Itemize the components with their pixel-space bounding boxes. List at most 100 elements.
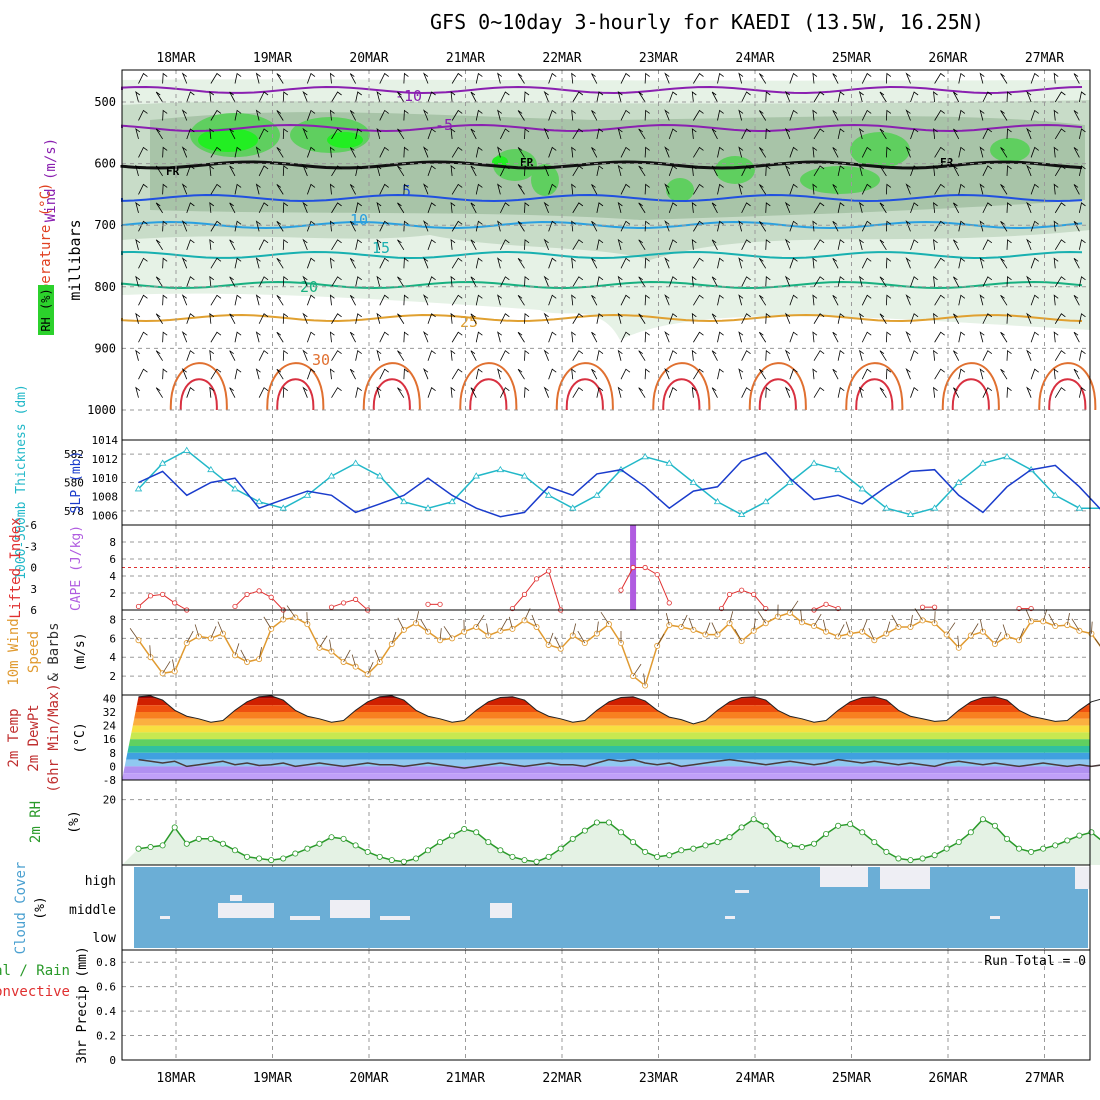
pressure-tick: 600 bbox=[94, 157, 116, 171]
date-label-top: 21MAR bbox=[446, 51, 485, 66]
upper-wind-barb bbox=[427, 313, 436, 324]
upper-wind-barb bbox=[497, 220, 502, 232]
upper-wind-barb bbox=[832, 110, 839, 121]
upper-wind-barb bbox=[1006, 165, 1012, 176]
upper-wind-barb bbox=[427, 165, 436, 177]
lifted-index-point bbox=[533, 576, 540, 582]
upper-wind-barb bbox=[693, 294, 704, 306]
upper-wind-barb bbox=[1030, 183, 1039, 195]
temp-bands bbox=[122, 695, 1090, 780]
rh2m-point bbox=[244, 853, 251, 860]
wind-speed-point bbox=[412, 620, 419, 627]
wind-barb bbox=[957, 635, 960, 648]
wind-barb bbox=[486, 623, 489, 636]
upper-wind-barb bbox=[784, 386, 791, 398]
upper-wind-barb bbox=[617, 275, 623, 287]
wind-barb bbox=[475, 614, 485, 628]
wind-speed-point bbox=[352, 663, 359, 670]
cloud-white-patch bbox=[725, 916, 735, 919]
temp-band bbox=[122, 725, 1090, 733]
wind-barb bbox=[1094, 638, 1100, 647]
upper-wind-barb bbox=[517, 368, 525, 380]
upper-wind-barb bbox=[282, 276, 289, 287]
upper-wind-barb bbox=[934, 368, 945, 380]
thickness-point bbox=[689, 478, 698, 485]
upper-wind-barb bbox=[789, 109, 798, 121]
rh-blob-6 bbox=[850, 132, 910, 168]
upper-wind-barb bbox=[210, 72, 222, 84]
rh2m-point bbox=[352, 842, 359, 849]
upper-wind-barb bbox=[953, 91, 960, 103]
upper-wind-barb bbox=[885, 368, 892, 380]
wind-barb bbox=[861, 619, 868, 632]
cloud-white-patch bbox=[490, 903, 512, 918]
upper-wind-barb bbox=[691, 312, 697, 324]
rh2m-point bbox=[859, 829, 866, 836]
upper-wind-barb bbox=[1073, 184, 1080, 195]
wind-barb bbox=[351, 654, 357, 667]
upper-wind-barb bbox=[596, 202, 604, 213]
upper-wind-barb bbox=[258, 91, 269, 103]
upper-wind-barb bbox=[1006, 239, 1012, 250]
upper-wind-barb bbox=[979, 294, 985, 306]
isotherm-label-1: -5 bbox=[435, 116, 453, 134]
upper-wind-barb bbox=[693, 331, 704, 343]
upper-wind-barb bbox=[1000, 294, 1008, 306]
wind-speed-point bbox=[1028, 618, 1035, 625]
upper-wind-barb bbox=[349, 184, 356, 195]
isotherm-30-lobe-1 bbox=[266, 362, 325, 411]
lifted-index-point bbox=[654, 571, 660, 578]
upper-wind-barb bbox=[1006, 276, 1012, 287]
upper-wind-barb bbox=[979, 257, 985, 269]
wind-barb bbox=[1071, 618, 1080, 631]
upper-wind-barb bbox=[155, 387, 163, 398]
temp-band bbox=[122, 773, 1090, 780]
temp-tick: 8 bbox=[109, 747, 116, 760]
upper-wind-barb bbox=[181, 183, 188, 195]
rh-blob-8 bbox=[800, 166, 880, 194]
upper-wind-barb bbox=[812, 331, 818, 343]
lifted-index-point bbox=[630, 564, 636, 571]
upper-wind-barb bbox=[620, 294, 631, 306]
rh2m-point bbox=[1076, 832, 1083, 839]
wind-barb bbox=[980, 619, 984, 632]
wind-barb bbox=[813, 613, 822, 627]
upper-wind-barb bbox=[497, 368, 502, 380]
upper-wind-barb bbox=[717, 220, 724, 232]
cloud-white-patch bbox=[380, 916, 410, 920]
rh2m-point bbox=[449, 832, 456, 839]
upper-wind-barb bbox=[497, 72, 502, 84]
upper-wind-barb bbox=[1006, 128, 1012, 139]
wind-speed-point bbox=[497, 627, 504, 634]
upper-wind-barb bbox=[741, 202, 751, 214]
upper-wind-barb bbox=[879, 128, 887, 140]
thickness-point bbox=[255, 497, 263, 505]
upper-wind-barb bbox=[379, 294, 389, 306]
upper-wind-barb bbox=[209, 128, 215, 140]
upper-wind-barb bbox=[475, 146, 483, 158]
upper-wind-barb bbox=[668, 313, 678, 324]
upper-wind-barb bbox=[958, 72, 966, 84]
upper-wind-barb bbox=[953, 165, 960, 177]
upper-wind-barb bbox=[617, 201, 623, 213]
upper-wind-barb bbox=[982, 239, 993, 251]
upper-wind-barb bbox=[837, 165, 845, 177]
thickness-point bbox=[1075, 504, 1084, 511]
lifted-index-point bbox=[919, 604, 926, 610]
upper-wind-barb bbox=[885, 294, 892, 306]
upper-wind-barb bbox=[475, 72, 483, 84]
upper-wind-barb bbox=[138, 72, 148, 84]
wind-barb bbox=[286, 605, 296, 618]
date-label-bottom: 21MAR bbox=[446, 1071, 485, 1086]
upper-wind-barb bbox=[885, 331, 892, 343]
thickness-point bbox=[520, 472, 529, 479]
upper-wind-barb bbox=[470, 91, 477, 103]
upper-wind-barb bbox=[861, 146, 872, 158]
date-label-top: 27MAR bbox=[1025, 51, 1064, 66]
upper-wind-barb bbox=[209, 165, 215, 176]
upper-wind-barb bbox=[664, 109, 670, 121]
upper-wind-barb bbox=[349, 147, 356, 158]
upper-wind-barb bbox=[329, 109, 335, 121]
wind-ylabel-a: 10m Wind bbox=[6, 618, 22, 685]
upper-wind-barb bbox=[571, 368, 576, 380]
